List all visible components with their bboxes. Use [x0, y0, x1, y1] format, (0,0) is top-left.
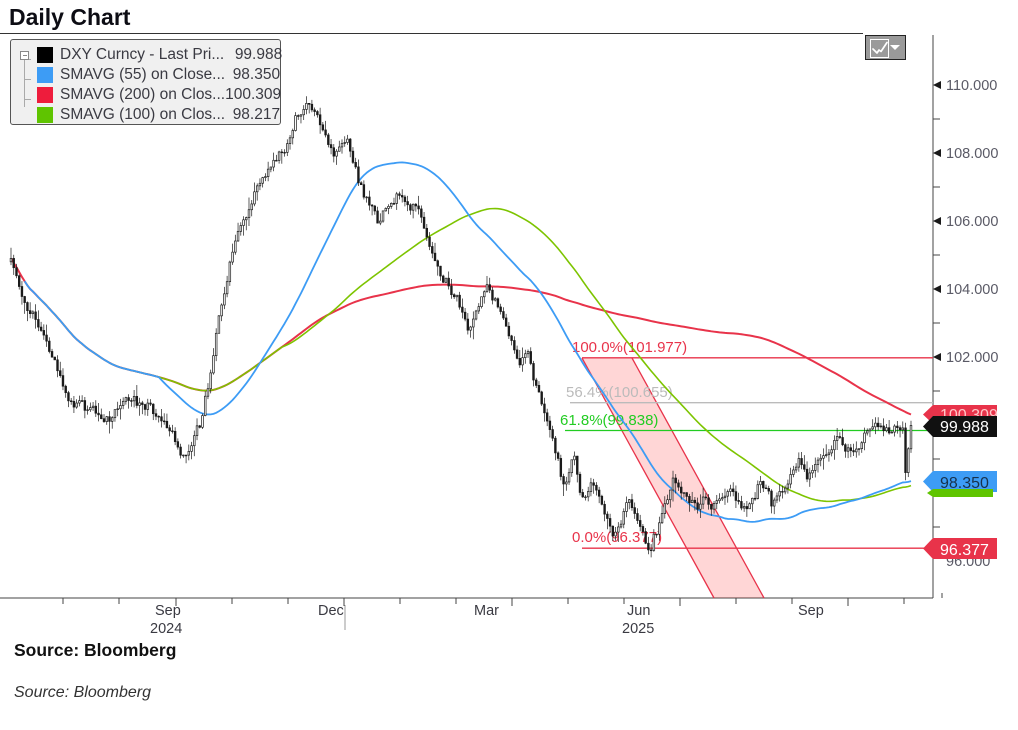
svg-text:100.0%(101.977): 100.0%(101.977)	[572, 339, 687, 356]
svg-text:2025: 2025	[622, 621, 654, 637]
svg-text:Jun: Jun	[627, 603, 650, 619]
svg-text:Sep: Sep	[155, 603, 181, 619]
svg-text:61.8%(99.838): 61.8%(99.838)	[560, 412, 658, 429]
svg-text:102.000: 102.000	[946, 350, 998, 366]
svg-text:110.000: 110.000	[946, 78, 997, 94]
svg-text:99.988: 99.988	[940, 419, 989, 436]
svg-text:Mar: Mar	[474, 603, 499, 619]
svg-text:104.000: 104.000	[946, 282, 998, 298]
svg-text:96.377: 96.377	[940, 542, 989, 559]
svg-text:2024: 2024	[150, 621, 182, 637]
svg-text:56.4%(100.655): 56.4%(100.655)	[566, 384, 673, 401]
svg-text:Dec: Dec	[318, 603, 344, 619]
svg-text:Sep: Sep	[798, 603, 824, 619]
svg-text:106.000: 106.000	[946, 214, 998, 230]
svg-text:108.000: 108.000	[946, 146, 998, 162]
